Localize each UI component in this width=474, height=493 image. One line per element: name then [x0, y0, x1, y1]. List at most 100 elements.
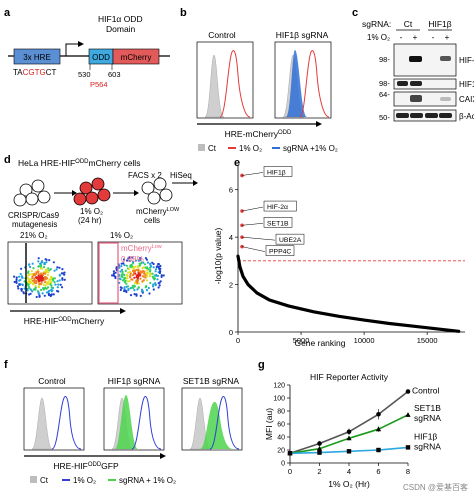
flow-dot [46, 283, 50, 286]
g-point [405, 445, 411, 450]
g-y-tick: 80 [277, 409, 285, 416]
g-legend-control: Control [412, 386, 440, 396]
flow-dot [123, 264, 126, 267]
flow-dot [114, 271, 117, 274]
flow-dot [127, 257, 130, 260]
flow-dot [138, 259, 142, 262]
flow-dot [28, 263, 31, 266]
flow-dot [34, 288, 37, 291]
panel-label-c: c [352, 7, 358, 19]
mcherry-box-label: mCherry [121, 53, 152, 62]
flow-dot [37, 265, 40, 268]
flow-dot [159, 270, 162, 273]
flow-dot [40, 267, 43, 270]
flow-dot [136, 281, 139, 284]
g-point [346, 435, 352, 441]
flow-dot [153, 277, 156, 280]
e-gene-label: HIF-2α [267, 204, 288, 211]
flow-dot [144, 257, 147, 260]
panel-label-b: b [180, 7, 187, 19]
e-gene-label: PPP4C [269, 249, 291, 256]
promoter-arrow [65, 43, 78, 56]
flow-dot [152, 288, 155, 291]
flow-dot [145, 258, 148, 261]
flow-dot [145, 289, 149, 292]
f-title-hif1b: HIF1β sgRNA [108, 376, 161, 386]
flow-dot [45, 277, 48, 280]
flow-dot [146, 261, 150, 264]
flow-dot [137, 265, 140, 268]
flow-dot [131, 256, 134, 259]
flow-dot [118, 266, 121, 269]
flow-dot [112, 270, 115, 273]
flow-dot [63, 278, 66, 281]
flow-dot [27, 285, 30, 288]
flow-dot [139, 277, 142, 280]
e-gene-label-box [265, 245, 295, 256]
flow-dot [152, 266, 155, 269]
flow-dot [40, 281, 43, 284]
flow-dot [157, 263, 160, 266]
flow-dot [144, 274, 147, 277]
g-point [346, 449, 352, 454]
flow-dot [34, 281, 37, 284]
g-y-tick: 120 [273, 383, 285, 390]
c-sign: - [432, 33, 435, 42]
d-gate-rect [98, 242, 119, 304]
d-step3-line1: mCherryLOW [136, 207, 180, 216]
c-sign: + [413, 33, 418, 42]
flow-dot [111, 274, 114, 277]
flow-dot [22, 292, 25, 295]
flow-dot [156, 274, 160, 277]
flow-dot [141, 280, 144, 283]
flow-dot [141, 269, 145, 273]
flow-dot [119, 288, 122, 292]
c-marker: 64- [379, 90, 390, 99]
flow-dot [129, 276, 132, 279]
hif-odd-label-1: HIF1α ODD [98, 14, 143, 24]
flow-dot [134, 281, 137, 285]
b-legend-sgrna: sgRNA +1% O₂ [283, 144, 338, 153]
e-gene-label: SET1B [267, 220, 289, 227]
flow-dot [46, 269, 49, 272]
flow-dot [42, 273, 45, 276]
flow-dot [138, 274, 141, 277]
f-histogram-set1b [181, 387, 243, 451]
flow-dot [112, 272, 115, 275]
mutation-label: P564 [90, 80, 108, 89]
flow-dot [23, 287, 26, 290]
flow-dot [158, 271, 161, 275]
g-x-tick: 4 [347, 467, 351, 476]
flow-dot [123, 276, 127, 279]
flow-dot [38, 283, 41, 286]
flow-dot [20, 288, 23, 291]
flow-dot [129, 264, 132, 267]
flow-dot [137, 286, 140, 289]
flow-dot [53, 277, 57, 280]
flow-dot [49, 276, 53, 279]
d-xlabel: HRE-HIFODDmCherry [24, 316, 105, 326]
flow-dot [17, 287, 20, 290]
b-legend-ct: Ct [208, 144, 217, 153]
e-x-tick: 5000 [293, 336, 310, 345]
flow-dot [135, 279, 138, 282]
c-sgrna-header: sgRNA: [362, 19, 391, 29]
flow-dot [152, 262, 155, 266]
flow-dot [44, 284, 47, 287]
flow-dot [47, 290, 50, 293]
flow-dot [44, 272, 47, 275]
flow-dot [41, 292, 44, 295]
flow-dot [120, 286, 123, 290]
d-gate-label: mCherryLow [121, 244, 162, 253]
flow-dot [142, 279, 145, 282]
flow-dot [23, 280, 26, 283]
flow-dot [28, 280, 31, 283]
d-title: HeLa HRE-HIFODDmCherry cells [18, 158, 140, 168]
g-point [287, 451, 293, 456]
e-ranked-curve [236, 254, 461, 333]
flow-dot [122, 278, 125, 281]
flow-dot [32, 274, 35, 277]
flow-dot [48, 259, 51, 262]
flow-dot [114, 275, 117, 278]
flow-dot [160, 275, 163, 278]
